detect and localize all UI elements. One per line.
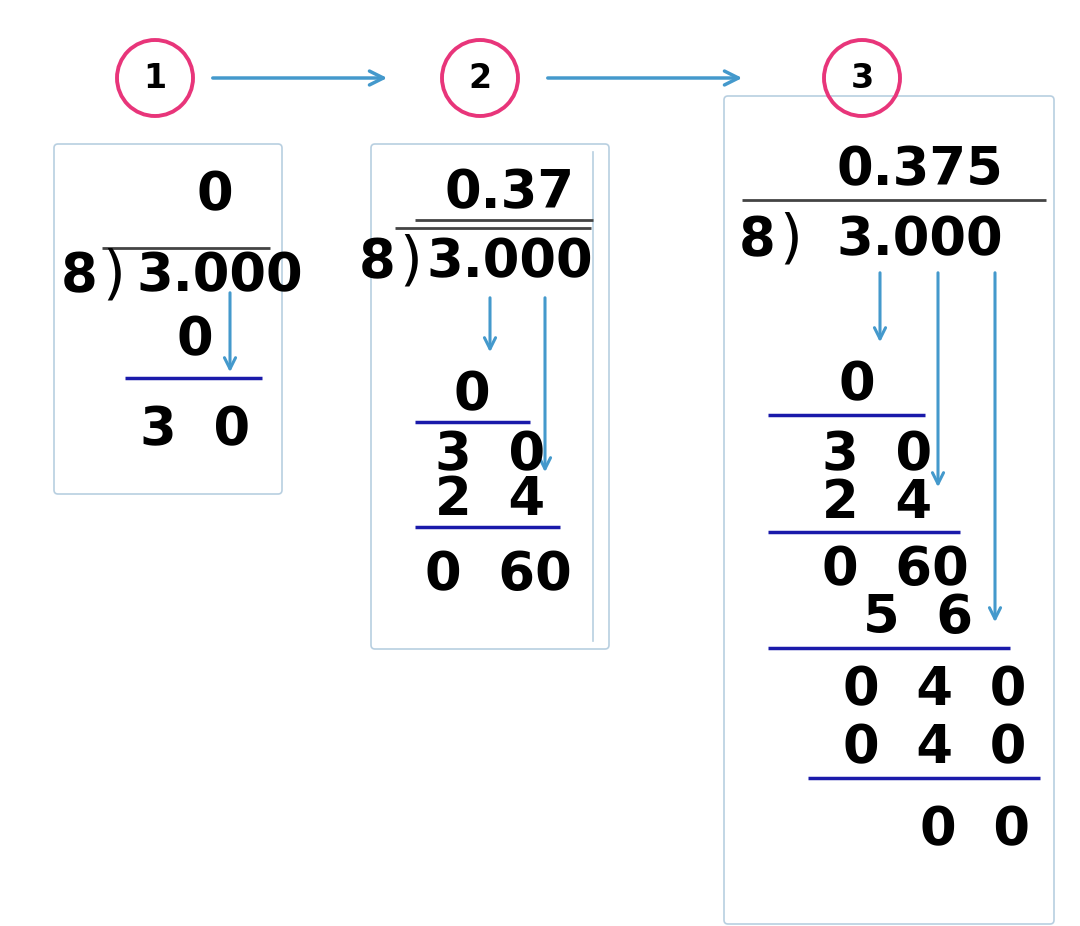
Text: 0  60: 0 60 [822,544,969,596]
Text: 3  0: 3 0 [140,404,251,456]
Text: 3  0: 3 0 [822,429,932,481]
Text: 8: 8 [62,250,98,302]
Text: 0: 0 [839,359,875,411]
Text: 0.375: 0.375 [837,144,1003,196]
Text: 0  60: 0 60 [424,549,571,601]
Text: 0: 0 [197,169,233,221]
Text: 3.000: 3.000 [837,214,1003,266]
Text: 8: 8 [739,214,775,266]
Text: ): ) [779,211,801,269]
Text: 0  4  0: 0 4 0 [843,664,1027,716]
Text: 3.000: 3.000 [137,250,303,302]
Text: 3  0: 3 0 [435,429,545,481]
Text: 3: 3 [850,61,874,94]
Text: 2  4: 2 4 [435,474,545,526]
Text: 0.37: 0.37 [445,167,575,219]
FancyBboxPatch shape [54,144,282,494]
Text: 3.000: 3.000 [427,236,593,288]
Text: 2  4: 2 4 [822,477,932,529]
Text: 8: 8 [359,236,395,288]
Text: 0  0: 0 0 [920,804,1030,856]
Text: 2: 2 [469,61,491,94]
FancyBboxPatch shape [724,96,1054,924]
Text: 0  4  0: 0 4 0 [843,722,1027,774]
Text: ): ) [102,247,125,305]
Text: 0: 0 [177,314,214,366]
Text: 0: 0 [454,369,490,421]
Text: 5  6: 5 6 [863,592,973,644]
Text: 1: 1 [144,61,166,94]
FancyBboxPatch shape [372,144,609,649]
Text: ): ) [399,233,422,291]
